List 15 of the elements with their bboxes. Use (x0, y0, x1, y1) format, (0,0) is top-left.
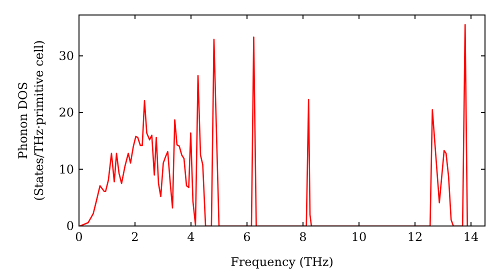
x-tick-label: 8 (299, 230, 307, 244)
x-axis-title: Frequency (THz) (230, 255, 334, 269)
x-tick-label: 0 (75, 230, 83, 244)
x-tick-label: 10 (351, 230, 367, 244)
y-tick-label: 20 (58, 106, 74, 120)
y-tick-label: 0 (66, 219, 74, 233)
y-tick-label: 30 (58, 48, 74, 63)
x-tick-label: 4 (187, 230, 196, 244)
x-tick-label: 12 (407, 230, 423, 244)
x-tick-label: 2 (131, 230, 139, 244)
y-axis-title: Phonon DOS (States/THz·primitive cell) (16, 40, 46, 201)
line-series (79, 24, 468, 226)
y-tick-label: 10 (58, 162, 74, 176)
x-tick-label: 6 (243, 230, 251, 244)
x-tick-label: 14 (463, 230, 479, 244)
